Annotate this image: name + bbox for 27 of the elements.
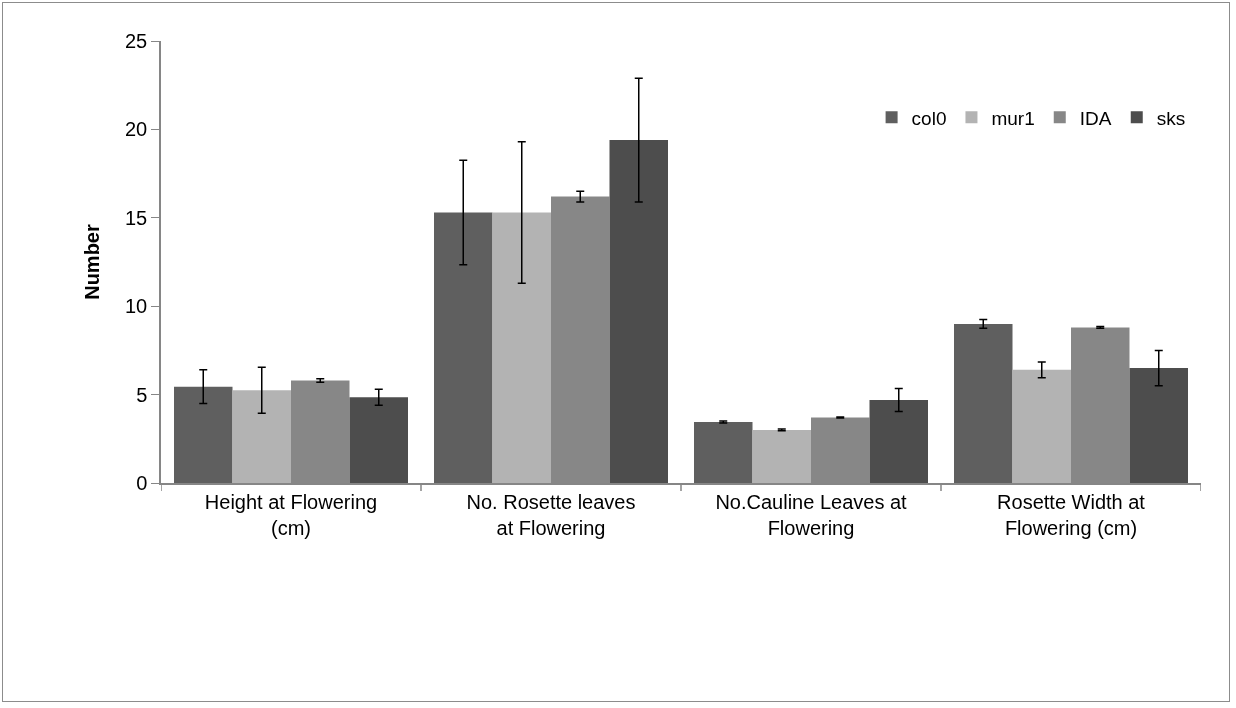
x-tick-label: No.Cauline Leaves at Flowering — [715, 490, 908, 539]
y-tick-label: 0 — [136, 472, 148, 494]
legend-label: col0 — [911, 107, 947, 129]
bar — [1012, 369, 1071, 483]
x-tick-label: Height at Flowering (cm) — [204, 490, 378, 539]
y-axis-title: Number — [81, 224, 103, 300]
legend-label: IDA — [1079, 107, 1112, 129]
bar — [492, 212, 551, 483]
bar — [1129, 368, 1188, 483]
bar — [752, 429, 811, 483]
y-tick-label: 20 — [125, 118, 148, 141]
y-tick-label: 5 — [136, 383, 148, 406]
bar — [694, 422, 753, 483]
bar — [232, 390, 291, 483]
legend-label: sks — [1156, 107, 1186, 129]
y-tick-label: 15 — [125, 206, 148, 229]
bar — [609, 140, 668, 483]
bar — [434, 212, 493, 483]
legend-label: mur1 — [991, 107, 1035, 129]
y-tick-label: 10 — [125, 295, 148, 318]
x-tick-label: Rosette Width at Flowering (cm) — [997, 490, 1146, 539]
x-tick-label: No. Rosette leaves at Flowering — [466, 490, 636, 539]
bar — [869, 399, 928, 483]
bar — [174, 386, 233, 483]
bar — [349, 397, 408, 483]
bar — [954, 323, 1013, 483]
y-tick-label: 25 — [125, 30, 148, 52]
